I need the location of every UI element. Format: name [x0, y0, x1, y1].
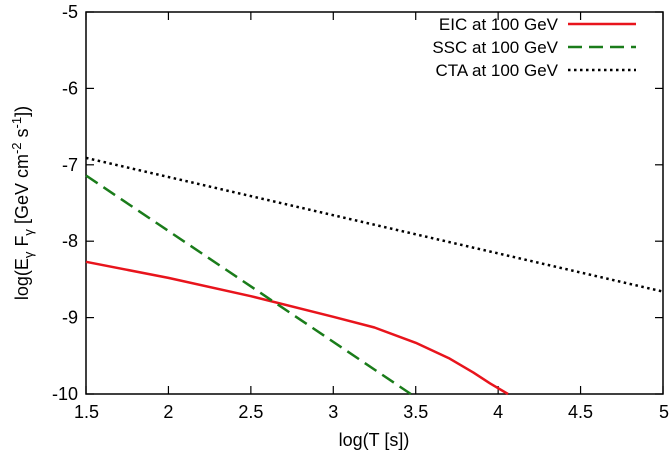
y-tick-label-1: -6 — [62, 78, 78, 98]
legend-label-1: SSC at 100 GeV — [432, 38, 558, 57]
x-tick-label-5: 4 — [493, 402, 503, 422]
legend-label-0: EIC at 100 GeV — [439, 15, 559, 34]
ylabel-sup1: -2 — [9, 142, 24, 154]
y-tick-label-4: -9 — [62, 308, 78, 328]
x-tick-label-7: 5 — [659, 402, 669, 422]
x-tick-label-4: 3.5 — [403, 402, 428, 422]
ticks: 1.5 2 2.5 3 3.5 4 4.5 5 -5 -6 -7 -8 -9 -10 — [52, 2, 669, 422]
x-tick-label-3: 3 — [328, 402, 338, 422]
x-tick-label-1: 2 — [163, 402, 173, 422]
x-tick-label-6: 4.5 — [568, 402, 593, 422]
ylabel-suffix: ]) — [12, 106, 32, 117]
ylabel-mid1: F — [12, 236, 32, 252]
series-line-0 — [85, 260, 509, 396]
ylabel-sub1: γ — [21, 251, 36, 258]
legend: EIC at 100 GeV SSC at 100 GeV CTA at 100… — [432, 15, 636, 80]
x-tick-label-2: 2.5 — [238, 402, 263, 422]
ylabel-sup2: -1 — [9, 117, 24, 129]
x-axis-label: log(T [s]) — [339, 430, 410, 450]
ylabel-prefix: log(E — [12, 258, 32, 300]
y-tick-label-5: -10 — [52, 384, 78, 404]
ylabel-mid2: [GeV cm — [12, 154, 32, 229]
series-line-2 — [85, 156, 664, 293]
legend-label-2: CTA at 100 GeV — [435, 61, 558, 80]
y-tick-label-2: -7 — [62, 155, 78, 175]
y-axis-label: log(Eγ Fγ [GeV cm-2 s-1]) — [9, 106, 36, 300]
y-tick-label-0: -5 — [62, 2, 78, 22]
y-tick-label-3: -8 — [62, 231, 78, 251]
plot-frame — [85, 11, 664, 395]
ylabel-mid3: s — [12, 128, 32, 142]
series-layer — [85, 156, 664, 396]
series-line-1 — [85, 174, 412, 396]
ylabel-sub2: γ — [21, 229, 36, 236]
x-tick-label-0: 1.5 — [74, 402, 99, 422]
